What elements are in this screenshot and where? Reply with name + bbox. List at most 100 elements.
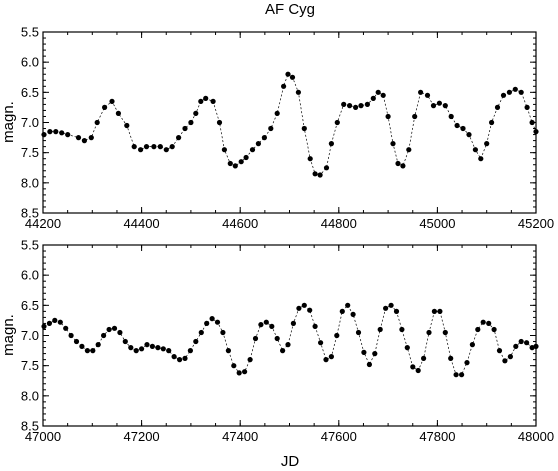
series-line-bottom [43,304,537,376]
data-point [117,329,123,336]
xtick-label: 48000 [518,429,554,444]
data-point [448,113,454,120]
data-point [236,370,242,376]
data-point [507,354,513,360]
data-point [182,355,188,361]
data-point [182,125,188,132]
data-point [494,104,501,110]
points-bottom [41,302,539,378]
ytick-label: 7.0 [21,115,39,130]
data-point [198,98,204,104]
data-point [318,340,324,346]
data-point [280,348,286,354]
data-point [489,119,495,126]
xtick-label: 44400 [124,216,160,231]
xtick-label: 44600 [222,216,258,231]
ytick-label: 6.5 [21,298,39,313]
data-point [334,119,340,126]
data-point [421,355,427,361]
data-point [361,349,367,355]
data-point [529,345,535,351]
data-point [255,141,261,147]
data-point [453,372,459,378]
data-point [415,367,421,374]
data-point [216,119,223,126]
data-point [307,156,313,162]
data-point [312,323,318,329]
data-point [370,95,376,101]
data-point [518,338,524,345]
data-point [460,125,466,132]
data-point [390,141,396,147]
data-point [334,332,340,339]
data-point [328,354,334,360]
data-point [469,342,475,348]
data-point [263,319,269,325]
ytick-label: 7.0 [21,328,39,343]
data-point [412,113,418,120]
data-point [512,86,518,92]
xtick-label: 47200 [124,429,160,444]
data-point [301,125,307,132]
data-point [115,110,121,116]
data-point [472,147,478,153]
data-point [214,319,221,325]
data-point [377,326,383,333]
data-point [47,129,53,135]
data-point [84,348,90,354]
ytick-label: 8.5 [21,419,39,434]
data-point [88,135,94,141]
data-point [285,342,291,348]
data-point [131,144,137,150]
xtick-label: 47600 [321,429,357,444]
data-point [193,110,199,116]
data-point [188,119,194,126]
data-point [209,316,215,322]
data-point [128,345,134,351]
data-point [285,71,291,77]
data-point [149,343,155,349]
data-point [431,308,437,314]
data-point [41,323,47,329]
data-point [261,135,267,141]
data-point [268,125,274,132]
ytick-label: 6.0 [21,55,39,70]
data-point [155,345,161,351]
data-point [122,338,128,345]
data-point [176,135,182,141]
data-point [63,325,69,331]
ylabel-bottom: magn. [0,314,17,356]
data-point [193,338,199,345]
data-point [345,302,351,308]
data-point [144,342,150,348]
data-point [258,322,264,328]
data-point [143,144,150,150]
data-point [486,320,492,326]
data-point [274,110,280,116]
data-point [491,326,497,333]
data-point [375,89,381,95]
data-point [53,129,59,135]
data-point [157,144,163,150]
data-point [171,354,177,360]
data-point [355,329,362,336]
data-point [106,326,112,333]
ytick-label: 8.0 [21,175,39,190]
data-point [480,319,486,325]
data-point [177,357,183,363]
data-point [57,319,63,325]
ytick-label: 8.5 [21,206,39,221]
data-point [533,343,539,349]
data-point [366,361,372,368]
chart-title: AF Cyg [265,1,315,18]
data-point [385,113,391,120]
points-top [41,71,539,178]
data-point [400,163,406,169]
data-point [73,338,80,345]
data-point [274,335,280,342]
ytick-label: 6.0 [21,268,39,283]
data-point [124,122,130,129]
